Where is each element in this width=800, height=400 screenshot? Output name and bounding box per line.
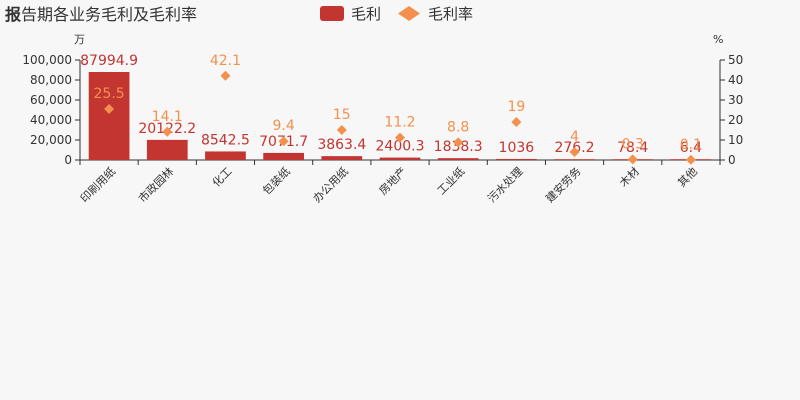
- x-tick-label: 其他: [675, 165, 700, 190]
- y-right-tick-label: 30: [728, 93, 743, 107]
- rate-marker[interactable]: [162, 126, 173, 137]
- x-tick-label: 化工: [209, 164, 234, 189]
- bar-value-label: 6.4: [680, 140, 702, 156]
- x-tick-label: 印刷用纸: [78, 165, 118, 205]
- rate-value-label: 11.2: [384, 115, 415, 131]
- x-tick-label: 市政园林: [135, 164, 176, 205]
- bar-value-label: 2400.3: [376, 139, 425, 155]
- rate-value-label: 19: [507, 99, 525, 115]
- bar-value-label: 1036: [499, 140, 535, 156]
- bar-value-label: 3863.4: [317, 137, 366, 153]
- y-left-tick-label: 80,000: [30, 73, 72, 87]
- rate-marker[interactable]: [511, 117, 522, 127]
- bar-value-label: 87994.9: [80, 53, 138, 69]
- bar[interactable]: [321, 156, 363, 160]
- legend-bar-label[interactable]: 毛利: [351, 5, 381, 23]
- y-right-tick-label: 0: [728, 153, 736, 167]
- x-tick-label: 木材: [616, 164, 641, 189]
- x-tick-label: 包装纸: [260, 165, 293, 198]
- y-left-tick-label: 0: [64, 153, 72, 167]
- rate-value-label: 9.4: [273, 118, 295, 134]
- rate-value-label: 42.1: [210, 53, 241, 69]
- x-tick-label: 工业纸: [435, 165, 468, 198]
- rate-value-label: 25.5: [94, 86, 125, 102]
- rate-marker[interactable]: [453, 137, 464, 148]
- rate-value-label: 15: [333, 107, 351, 123]
- rate-marker[interactable]: [569, 147, 580, 157]
- y-left-tick-label: 40,000: [30, 113, 72, 127]
- y-right-tick-label: 50: [728, 53, 743, 67]
- legend-line-marker[interactable]: [398, 6, 420, 21]
- x-tick-label: 污水处理: [485, 165, 525, 205]
- y-right-tick-label: 10: [728, 133, 743, 147]
- legend-bar-swatch[interactable]: [320, 6, 344, 21]
- rate-value-label: 14.1: [152, 109, 183, 125]
- x-tick-label: 房地产: [376, 164, 409, 197]
- bar[interactable]: [496, 158, 537, 160]
- bar[interactable]: [263, 152, 304, 160]
- y-right-tick-label: 20: [728, 113, 743, 127]
- bar-value-label: 8542.5: [201, 132, 250, 148]
- bar-value-label: 78.4: [617, 140, 648, 156]
- y-left-tick-label: 20,000: [30, 133, 72, 147]
- bar[interactable]: [379, 157, 421, 160]
- chart-title: 报告期各业务毛利及毛利率: [5, 5, 197, 24]
- rate-marker[interactable]: [627, 154, 638, 165]
- y-left-unit: 万: [74, 33, 85, 46]
- rate-value-label: 8.8: [447, 119, 469, 135]
- rate-value-label: 0.3: [622, 136, 644, 152]
- bar[interactable]: [554, 159, 595, 160]
- x-tick-label: 建安劳务: [543, 164, 584, 205]
- rate-marker[interactable]: [104, 104, 115, 114]
- legend-line-label[interactable]: 毛利率: [428, 5, 473, 23]
- legend[interactable]: 毛利 毛利率: [320, 5, 473, 23]
- rate-value-label: 0.1: [680, 137, 702, 153]
- bar[interactable]: [437, 158, 479, 160]
- y-left-tick-label: 60,000: [30, 93, 72, 107]
- rate-value-label: 4: [570, 129, 579, 145]
- bar[interactable]: [146, 139, 188, 160]
- chart-title-strong: 报: [5, 5, 21, 24]
- y-right-unit: %: [713, 33, 723, 46]
- rate-marker[interactable]: [336, 125, 347, 135]
- rate-marker[interactable]: [278, 136, 289, 147]
- rate-marker[interactable]: [220, 70, 231, 81]
- y-right-tick-label: 40: [728, 73, 743, 87]
- bar[interactable]: [205, 151, 246, 160]
- chart-title-text: 告期各业务毛利及毛利率: [21, 5, 197, 24]
- bar[interactable]: [88, 72, 130, 160]
- rate-marker[interactable]: [685, 154, 696, 165]
- rate-marker[interactable]: [395, 132, 405, 143]
- x-tick-label: 办公用纸: [311, 165, 351, 205]
- y-left-tick-label: 100,000: [22, 53, 72, 67]
